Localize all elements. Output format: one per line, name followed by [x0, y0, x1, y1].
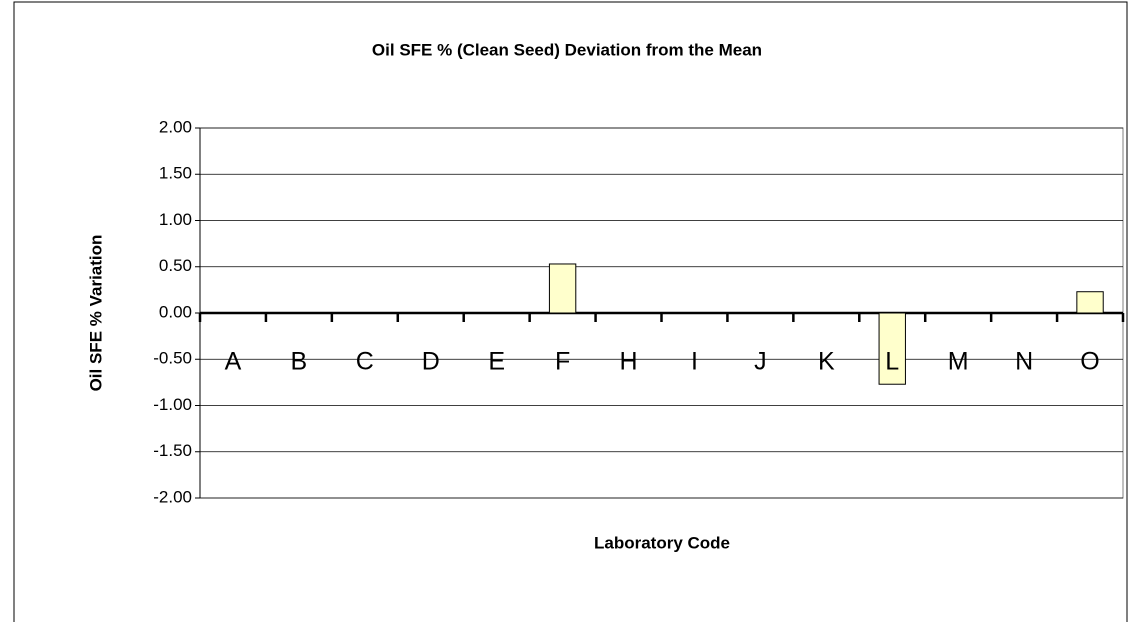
y-tick-label: 1.00 [159, 210, 192, 229]
y-tick-label: -2.00 [153, 487, 192, 506]
y-tick-label: 1.50 [159, 164, 192, 183]
x-tick-label: J [754, 348, 767, 376]
x-axis-title: Laboratory Code [594, 533, 730, 552]
bar [548, 263, 577, 314]
x-tick-label: I [691, 348, 698, 376]
x-tick-label: C [356, 348, 374, 376]
x-tick-label: D [422, 348, 440, 376]
x-tick-label: B [291, 348, 308, 376]
x-tick-label: H [620, 348, 638, 376]
y-tick-label: 2.00 [159, 117, 192, 136]
x-tick-label: K [818, 348, 835, 376]
bar [878, 312, 906, 385]
x-tick-label: E [488, 348, 505, 376]
x-tick-label: M [948, 348, 969, 376]
chart-title: Oil SFE % (Clean Seed) Deviation from th… [372, 40, 762, 59]
bar [1076, 291, 1104, 314]
x-tick-label: N [1015, 348, 1033, 376]
x-tick-label: F [555, 348, 570, 376]
y-tick-label: 0.00 [159, 302, 192, 321]
y-tick-label: -1.50 [153, 441, 192, 460]
x-tick-label: O [1080, 348, 1099, 376]
x-tick-label: L [885, 348, 899, 376]
y-axis-title: Oil SFE % Variation [86, 235, 105, 392]
y-tick-label: -0.50 [153, 349, 192, 368]
x-tick-label: A [225, 348, 242, 376]
y-tick-label: -1.00 [153, 395, 192, 414]
y-tick-label: 0.50 [159, 256, 192, 275]
